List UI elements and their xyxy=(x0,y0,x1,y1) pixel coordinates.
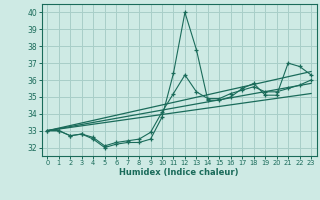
X-axis label: Humidex (Indice chaleur): Humidex (Indice chaleur) xyxy=(119,168,239,177)
